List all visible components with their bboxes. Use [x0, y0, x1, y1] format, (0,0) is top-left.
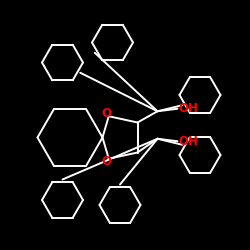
Text: OH: OH	[179, 135, 199, 148]
Text: OH: OH	[179, 102, 199, 115]
Text: O: O	[101, 107, 111, 120]
Text: O: O	[101, 155, 111, 168]
